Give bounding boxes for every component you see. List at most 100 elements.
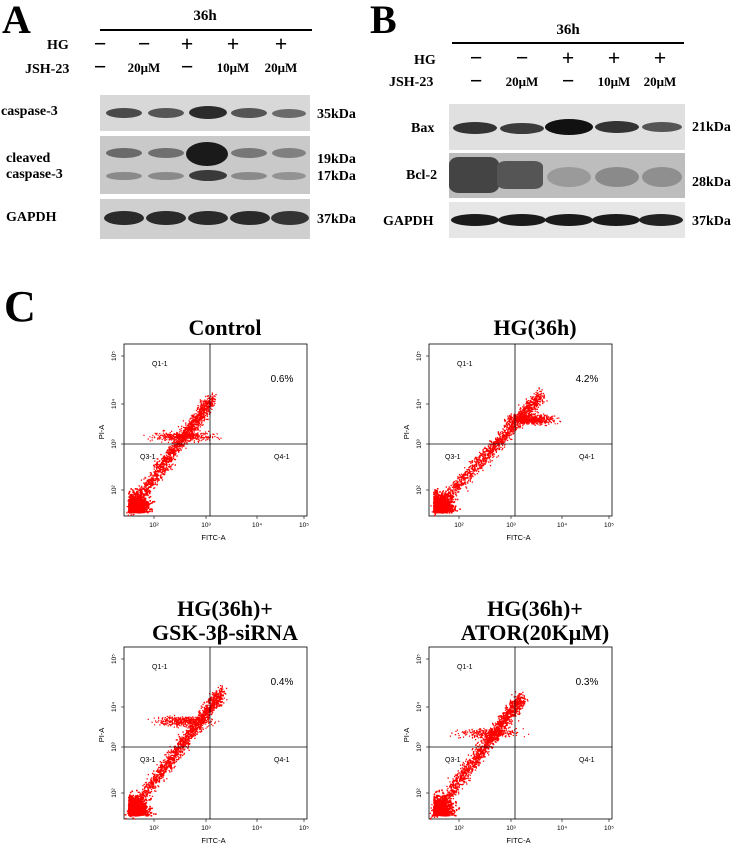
band — [271, 211, 309, 225]
x-tick-label: 10⁵ — [604, 825, 614, 832]
quadrant-label-q1: Q1-1 — [152, 664, 168, 671]
y-tick-label: 10⁵ — [416, 654, 423, 664]
x-tick-label: 10² — [454, 522, 464, 529]
flow-plot-hg: Q1-1 Q3-1 Q4-1 4.2% 10² 10³ 10⁴ 10⁵ 10² 10³ 10⁴ 10⁵… — [395, 340, 635, 555]
band — [449, 157, 499, 193]
flow-scatter-svg: Q1-1 Q3-1 Q4-1 4.2% 10² 10³ 10⁴ 10⁵ 10² 10³ 10⁴ 10⁵… — [402, 343, 614, 542]
panela-jsh-lane-1: − — [93, 54, 107, 79]
quadrant-label-q3: Q3-1 — [445, 454, 461, 461]
band — [106, 148, 142, 158]
flow-title-hg: HG(36h) — [493, 315, 577, 340]
band — [595, 167, 639, 187]
x-tick-label: 10⁴ — [557, 825, 567, 832]
blot-gapdh-b — [449, 202, 685, 238]
panelb-hg-lane-5: + — [653, 45, 667, 70]
panelb-jsh-lane-3: − — [561, 68, 575, 93]
band — [639, 214, 683, 226]
panel-b-header: 36h — [556, 22, 580, 38]
blot-bax — [449, 104, 685, 150]
band — [595, 121, 639, 133]
panel-a-kda-caspase3: 35kDa — [317, 107, 356, 122]
panela-hg-lane-4: + — [226, 31, 240, 56]
band — [453, 122, 497, 134]
band — [230, 211, 270, 225]
scatter-dots — [124, 685, 228, 820]
quadrant-label-q1: Q1-1 — [457, 664, 473, 671]
plot-frame — [123, 343, 308, 517]
band — [231, 108, 267, 118]
band — [272, 148, 306, 158]
band — [592, 214, 640, 226]
plot-frame — [428, 646, 613, 820]
x-tick-label: 10⁴ — [252, 825, 262, 832]
y-tick-label: 10² — [111, 484, 118, 494]
x-tick-label: 10² — [149, 522, 159, 529]
flow-title-control: Control — [188, 315, 262, 340]
panelb-jsh-lane-1: − — [469, 68, 483, 93]
band — [148, 172, 184, 180]
band — [148, 108, 184, 118]
panelb-jsh-lane-2: 20μM — [505, 74, 539, 89]
y-tick-label: 10⁴ — [416, 399, 423, 409]
quadrant-label-q3: Q3-1 — [140, 454, 156, 461]
y-tick-label: 10⁴ — [111, 702, 118, 712]
y-tick-label: 10³ — [111, 741, 118, 751]
panelb-hg-lane-1: − — [469, 45, 483, 70]
quadrant-percent: 4.2% — [576, 374, 599, 385]
x-tick-label: 10⁴ — [557, 522, 567, 529]
flow-plot-ator: Q1-1 Q3-1 Q4-1 0.3% 10² 10³ 10⁴ 10⁵ 10² 10³ 10⁴ 10⁵… — [395, 643, 635, 853]
panela-jsh-lane-4: 10μM — [216, 60, 250, 75]
band — [146, 211, 186, 225]
panela-hg-lane-1: − — [93, 31, 107, 56]
blot-gapdh-a — [100, 199, 310, 239]
band — [231, 148, 267, 158]
y-tick-label: 10⁴ — [416, 702, 423, 712]
panel-a-letter: A — [2, 0, 31, 42]
panelb-jsh-lane-5: 20μM — [643, 74, 677, 89]
flow-scatter-svg: Q1-1 Q3-1 Q4-1 0.6% 10² 10³ 10⁴ 10⁵ 10² 10³ 10⁴ 10⁵… — [97, 343, 309, 542]
band — [104, 211, 144, 225]
x-tick-label: 10⁴ — [252, 522, 262, 529]
x-axis-label: FITC-A — [201, 533, 225, 542]
quadrant-label-q4: Q4-1 — [579, 454, 595, 461]
panel-a-header: 36h — [193, 8, 217, 24]
quadrant-label-q3: Q3-1 — [445, 757, 461, 764]
quadrant-label-q1: Q1-1 — [457, 361, 473, 368]
quadrant-label-q4: Q4-1 — [274, 757, 290, 764]
panel-b-kda-bax: 21kDa — [692, 120, 731, 135]
band — [547, 167, 591, 187]
blot-cleaved-caspase3 — [100, 136, 310, 194]
panela-jsh-lane-2: 20μM — [127, 60, 161, 75]
y-tick-label: 10⁵ — [111, 351, 118, 361]
y-tick-label: 10² — [416, 787, 423, 797]
panel-a-hg-label: HG — [47, 38, 69, 53]
band — [497, 161, 543, 189]
x-tick-label: 10³ — [201, 825, 211, 832]
quadrant-label-q1: Q1-1 — [152, 361, 168, 368]
quadrant-percent: 0.4% — [271, 677, 294, 688]
band — [106, 108, 142, 118]
panelb-hg-lane-4: + — [607, 45, 621, 70]
panel-b-jsh-label: JSH-23 — [389, 75, 434, 90]
panel-b-header-line — [452, 42, 684, 44]
flow-scatter-svg: Q1-1 Q3-1 Q4-1 0.3% 10² 10³ 10⁴ 10⁵ 10² 10³ 10⁴ 10⁵… — [402, 646, 614, 845]
quadrant-percent: 0.6% — [271, 374, 294, 385]
panel-b-row-label-gapdh: GAPDH — [383, 214, 434, 229]
y-axis-label: PI-A — [402, 425, 411, 440]
band — [498, 214, 546, 226]
x-tick-label: 10³ — [506, 825, 516, 832]
band — [188, 211, 228, 225]
plot-frame — [123, 646, 308, 820]
blot-bcl2 — [449, 153, 685, 198]
panel-a-row-label-caspase3: caspase-3 — [1, 104, 58, 119]
flow-plot-control: Q1-1 Q3-1 Q4-1 0.6% 10² 10³ 10⁴ 10⁵ 10² 10³ 10⁴ 10⁵… — [90, 340, 330, 555]
panelb-hg-lane-3: + — [561, 45, 575, 70]
quadrant-percent: 0.3% — [576, 677, 599, 688]
scatter-dots — [126, 392, 222, 516]
x-tick-label: 10³ — [201, 522, 211, 529]
panel-a-jsh-label: JSH-23 — [25, 62, 70, 77]
flow-title-ator: HG(36h)+ ATOR(20KμM) — [460, 596, 610, 646]
panela-hg-lane-5: + — [274, 31, 288, 56]
x-axis-label: FITC-A — [506, 836, 530, 845]
band — [545, 214, 593, 226]
